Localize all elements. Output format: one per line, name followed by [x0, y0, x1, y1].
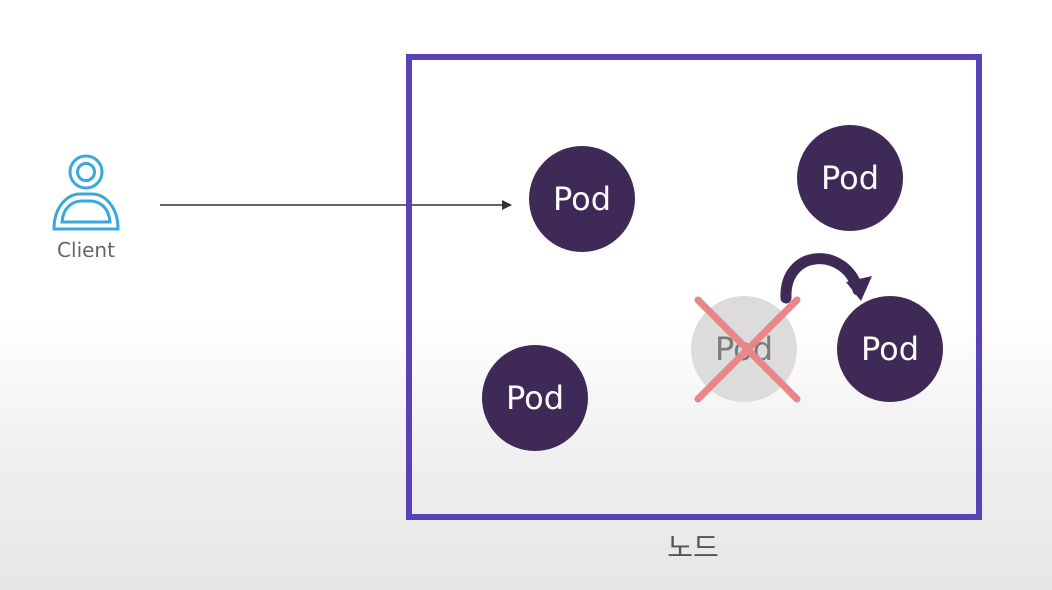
pod-label: Pod [714, 330, 774, 368]
pod-3: Pod [482, 345, 588, 451]
pod-2: Pod [797, 125, 903, 231]
pod-deleted: Pod [691, 296, 797, 402]
pod-label: Pod [505, 379, 565, 417]
node-label: 노드 [667, 531, 719, 564]
pod-replacement: Pod [837, 296, 943, 402]
client-label: Client [57, 238, 115, 262]
node-box [406, 54, 982, 520]
pod-1: Pod [529, 146, 635, 252]
user-icon [52, 154, 120, 231]
pod-label: Pod [820, 159, 880, 197]
pod-label: Pod [860, 330, 920, 368]
pod-label: Pod [552, 180, 612, 218]
replacement-arrow [780, 253, 864, 304]
replacement-arrow-head [846, 276, 872, 301]
